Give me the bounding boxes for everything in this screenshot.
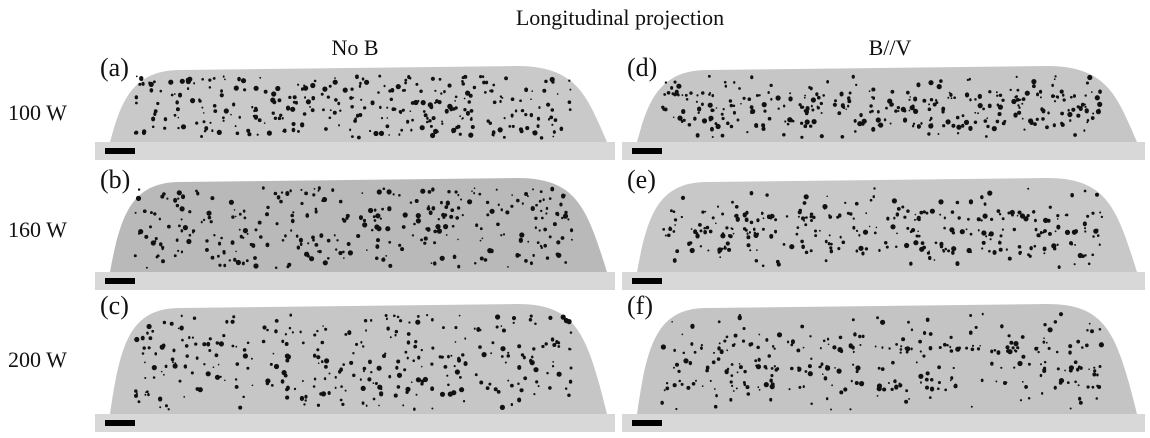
scale-bar (632, 278, 662, 284)
pores (660, 312, 1104, 411)
pores (133, 74, 572, 140)
deposit (110, 304, 607, 414)
pores (133, 186, 574, 270)
panel: (b) (95, 165, 615, 290)
panel: (c) (95, 291, 615, 432)
panel-label: (a) (100, 53, 129, 82)
panel-label: (b) (100, 165, 130, 194)
substrate (622, 142, 1145, 160)
substrate (95, 142, 615, 160)
panel-label: (d) (627, 53, 657, 82)
scale-bar (632, 420, 662, 426)
panel-label: (e) (627, 165, 656, 194)
panel: (a) (95, 53, 615, 160)
pores (662, 187, 1104, 269)
substrate (622, 272, 1145, 290)
column-header: B//V (869, 35, 912, 60)
substrate (622, 414, 1145, 432)
row-label: 100 W (8, 100, 67, 125)
scale-bar (105, 148, 135, 154)
row-label: 160 W (8, 217, 67, 242)
panel-label: (f) (627, 291, 653, 320)
panel: (f) (622, 291, 1145, 432)
deposit (637, 66, 1137, 142)
deposit (637, 304, 1137, 414)
row-label: 200 W (8, 347, 67, 372)
panel: (e) (622, 165, 1145, 290)
panels: (a) (d) (b) (e) (c) (f) (95, 53, 1145, 432)
substrate (95, 272, 615, 290)
scale-bar (632, 148, 662, 154)
deposit (637, 178, 1137, 272)
scale-bar (105, 420, 135, 426)
substrate (95, 414, 615, 432)
pores (661, 74, 1103, 139)
panel: (d) (622, 53, 1145, 160)
figure-title: Longitudinal projection (516, 5, 724, 30)
deposit (110, 66, 607, 142)
scale-bar (105, 278, 135, 284)
deposit (110, 178, 607, 272)
column-header: No B (331, 35, 378, 60)
panel-label: (c) (100, 291, 129, 320)
